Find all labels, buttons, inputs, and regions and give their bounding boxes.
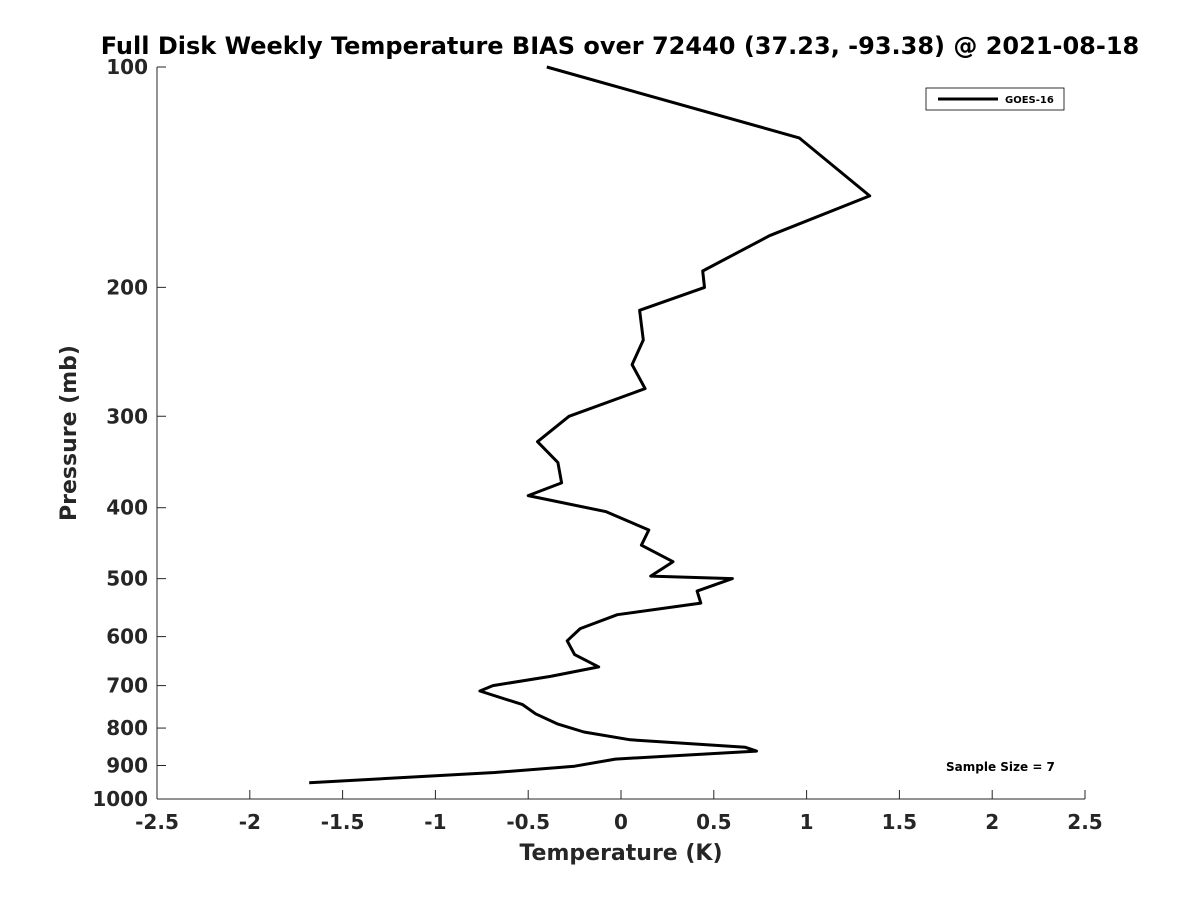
x-tick-label: -1: [424, 810, 446, 834]
y-tick-label: 900: [106, 754, 148, 778]
x-tick-label: 0.5: [696, 810, 731, 834]
y-tick-label: 500: [106, 567, 148, 591]
y-tick-label: 800: [106, 716, 148, 740]
y-tick-label: 200: [106, 275, 148, 299]
x-axis-ticks: -2.5 -2 -1.5 -1 -0.5 0 0.5 1 1.5 2 2.5: [135, 790, 1103, 834]
legend-label: GOES-16: [1005, 95, 1054, 106]
y-axis-ticks: 100 200 300 400 500 600 700 800 900 1000: [92, 55, 166, 811]
series-line-goes-16: [309, 65, 872, 785]
x-axis-label: Temperature (K): [519, 841, 722, 866]
y-tick-label: 1000: [92, 787, 148, 811]
y-axis-label: Pressure (mb): [57, 345, 82, 521]
y-tick-label: 400: [106, 496, 148, 520]
chart-title: Full Disk Weekly Temperature BIAS over 7…: [101, 32, 1140, 60]
x-tick-label: -0.5: [506, 810, 550, 834]
x-tick-label: 2: [985, 810, 999, 834]
y-tick-label: 300: [106, 404, 148, 428]
plot-area: [309, 65, 872, 785]
y-tick-label: 100: [106, 55, 148, 79]
x-tick-label: -1.5: [321, 810, 365, 834]
x-tick-label: 2.5: [1067, 810, 1102, 834]
x-tick-label: -2.5: [135, 810, 179, 834]
y-tick-label: 700: [106, 674, 148, 698]
legend: GOES-16: [925, 87, 1065, 111]
axes: [156, 67, 1085, 800]
x-tick-label: 1.5: [882, 810, 917, 834]
sample-size-annotation: Sample Size = 7: [946, 760, 1055, 774]
x-tick-label: 0: [614, 810, 628, 834]
y-tick-label: 600: [106, 625, 148, 649]
x-tick-label: -2: [239, 810, 261, 834]
x-tick-label: 1: [800, 810, 814, 834]
